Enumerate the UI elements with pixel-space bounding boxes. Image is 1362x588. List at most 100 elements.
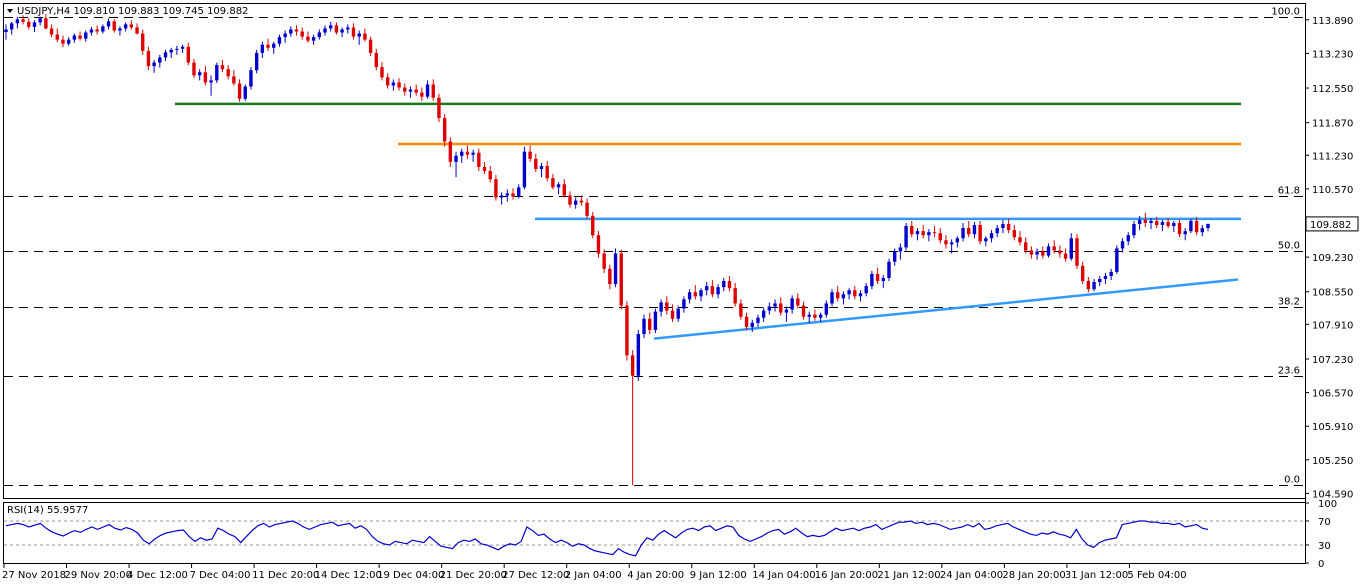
candle-bullish [682,299,686,309]
candle-bearish [397,82,401,88]
candle-bullish [163,52,168,58]
candle-bullish [1160,221,1165,226]
candle-bearish [203,72,208,83]
candle-bullish [243,86,247,99]
candle-bearish [528,151,532,159]
candle-bullish [1092,282,1096,290]
time-tick-label: 14 Dec 12:00 [315,570,382,581]
price-tick-label: 108.550 [1312,288,1353,299]
candle-bullish [659,302,663,312]
candle-bullish [642,318,646,335]
candle-bearish [1194,220,1199,233]
candle-bullish [89,29,94,33]
candle-bullish [1183,231,1187,235]
time-tick-label: 4 Jan 20:00 [627,570,684,581]
candle-bullish [773,303,777,307]
candle-bearish [665,302,669,311]
candle-bearish [1018,237,1022,243]
candle-bullish [636,334,641,376]
candle-bearish [146,50,151,67]
candle-bearish [585,202,589,216]
candlesticks [4,14,1210,486]
candle-bullish [841,294,846,299]
candle-bearish [431,84,435,98]
candle-bullish [254,52,259,71]
candle-bullish [807,314,811,317]
candle-bullish [9,23,14,30]
candle-bearish [739,303,743,317]
candle-bearish [482,166,487,172]
time-tick-label: 7 Dec 04:00 [190,570,251,581]
candle-bullish [66,39,71,44]
symbol-header: USDJPY,H4 109.810 109.883 109.745 109.88… [17,6,248,17]
candle-bullish [995,228,999,234]
candle-bullish [72,35,77,40]
candle-bearish [967,228,971,235]
candle-bullish [283,33,287,38]
price-axis-ticks: 113.890 113.230 112.550 111.870 111.230 110.5… [1305,16,1353,500]
candle-bullish [289,29,293,34]
candle-bullish [522,151,527,188]
candle-bearish [494,179,498,198]
candle-bullish [346,27,350,30]
candle-bearish [1063,253,1068,259]
candle-bearish [232,76,236,84]
candle-bearish [534,158,538,170]
candle-bearish [648,318,652,330]
candle-bullish [215,65,219,81]
candle-bearish [21,19,25,22]
candle-bullish [1132,224,1136,236]
trendlines [653,278,1239,340]
candle-bullish [892,251,897,262]
candle-bullish [949,242,954,245]
candle-bullish [818,314,823,318]
candle-bullish [272,43,276,48]
time-tick-label: 24 Jan 04:00 [940,570,1003,581]
candle-bullish [858,293,863,297]
candle-bullish [1189,220,1193,232]
time-tick-label: 11 Dec 20:00 [252,570,319,581]
candle-bearish [625,305,629,356]
candle-bearish [779,303,783,313]
candle-bullish [915,231,920,235]
candle-bullish [32,22,37,27]
candle-bearish [334,25,339,33]
rsi-plot-frame [3,502,1306,564]
price-tick-label: 105.910 [1312,422,1353,433]
candle-bearish [61,39,65,44]
candle-bearish [875,273,880,282]
chart-menu-icon[interactable] [7,9,13,13]
price-tick-label: 107.910 [1312,320,1353,331]
candle-bullish [830,292,834,304]
candle-bullish [499,195,504,198]
time-tick-label: 5 Feb 04:00 [1127,570,1186,581]
candle-bullish [761,310,766,318]
candle-bearish [112,21,116,31]
candle-bullish [1035,251,1039,255]
candle-bearish [921,231,925,236]
candle-bullish [4,29,8,33]
candle-bullish [984,238,988,242]
candle-bearish [437,97,441,119]
candle-bearish [237,83,242,99]
candle-bearish [710,286,715,295]
candle-bearish [1143,219,1148,223]
time-tick-label: 31 Jan 12:00 [1065,570,1128,581]
candle-bearish [591,215,595,236]
fib-level-label: 61.8 [1278,186,1300,197]
candle-bullish [1069,238,1073,259]
candle-bearish [608,268,612,285]
time-tick-label: 21 Dec 20:00 [440,570,507,581]
candle-bearish [853,290,857,297]
candle-bullish [716,287,720,295]
candle-bearish [562,184,566,196]
candle-bullish [767,306,772,311]
rising-trendline [653,278,1239,340]
price-tick-label: 111.230 [1312,151,1353,162]
candle-bearish [796,298,800,306]
price-tick-label: 107.230 [1312,355,1353,366]
candle-bearish [938,233,942,241]
candle-bearish [442,118,447,142]
